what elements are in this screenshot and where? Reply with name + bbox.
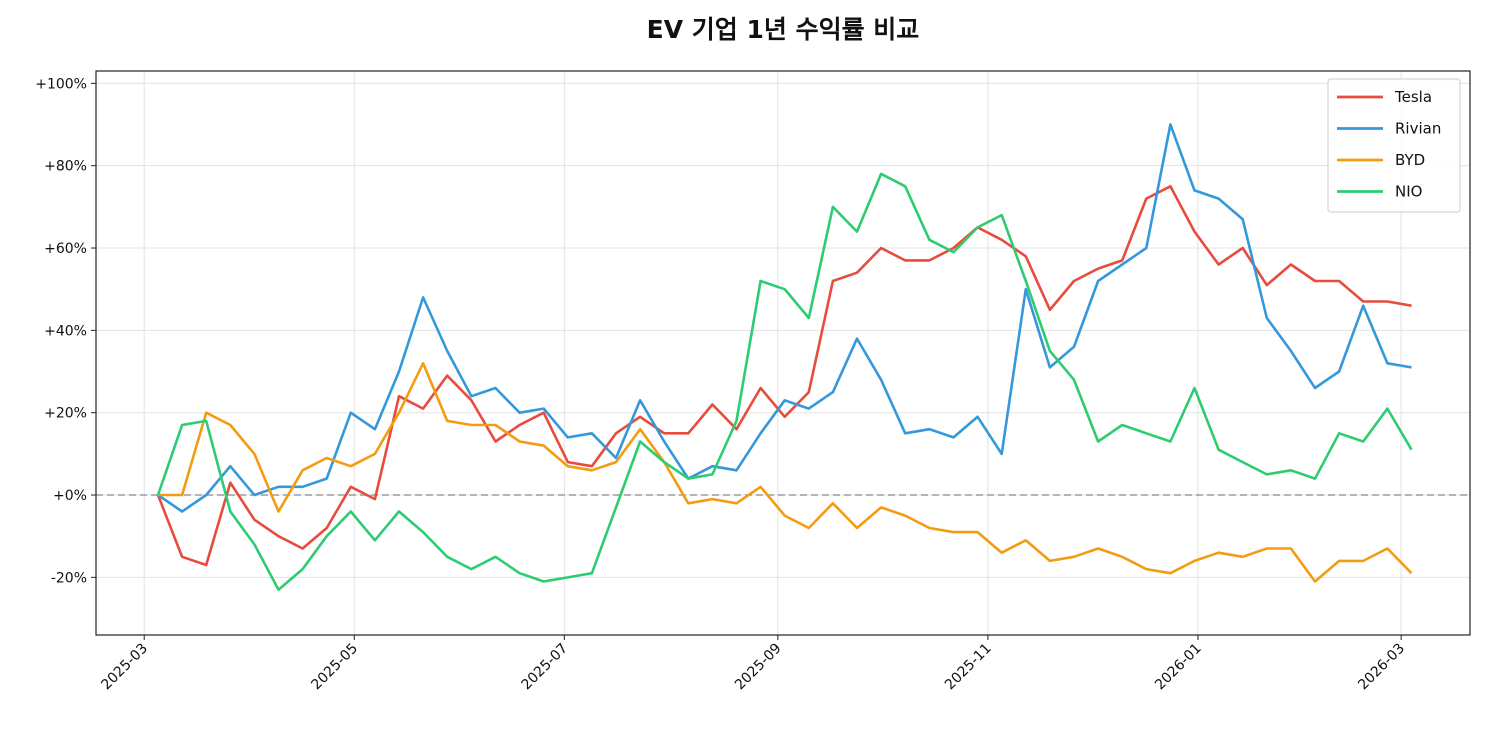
chart-title: EV 기업 1년 수익률 비교 (647, 15, 920, 44)
y-tick-label: +60% (44, 241, 87, 257)
x-tick-label: 2026-01 (1152, 641, 1205, 694)
x-tick-label: 2025-07 (518, 641, 571, 694)
x-tick-label: 2025-05 (308, 641, 361, 694)
legend-frame (1327, 78, 1461, 213)
x-tick-label: 2025-11 (942, 641, 995, 694)
legend-label-tesla: Tesla (1394, 88, 1432, 106)
legend-label-byd: BYD (1395, 151, 1425, 169)
y-axis: -20% +0% +20% +40% +60% +80% +100% (35, 76, 96, 586)
x-tick-label: 2026-03 (1355, 641, 1408, 694)
x-tick-label: 2025-03 (98, 641, 151, 694)
y-tick-label: +80% (44, 159, 87, 175)
x-axis: 2025-03 2025-05 2025-07 2025-09 2025-11 2026-… (98, 635, 1408, 693)
legend: Tesla Rivian BYD NIO (1327, 78, 1461, 213)
legend-label-rivian: Rivian (1395, 120, 1441, 138)
plot-frame (95, 70, 1471, 636)
y-tick-label: +40% (44, 323, 87, 339)
gridlines (96, 71, 1470, 635)
legend-label-nio: NIO (1395, 183, 1422, 201)
series-line-byd (158, 362, 1413, 583)
series-lines (156, 123, 1413, 591)
y-tick-label: +0% (53, 488, 87, 504)
series-line-nio (156, 172, 1413, 591)
series-line-rivian (157, 123, 1412, 513)
y-tick-label: -20% (51, 570, 87, 586)
x-tick-label: 2025-09 (732, 641, 785, 694)
y-tick-label: +100% (35, 76, 87, 92)
y-tick-label: +20% (44, 406, 87, 422)
series-line-tesla (156, 185, 1412, 567)
